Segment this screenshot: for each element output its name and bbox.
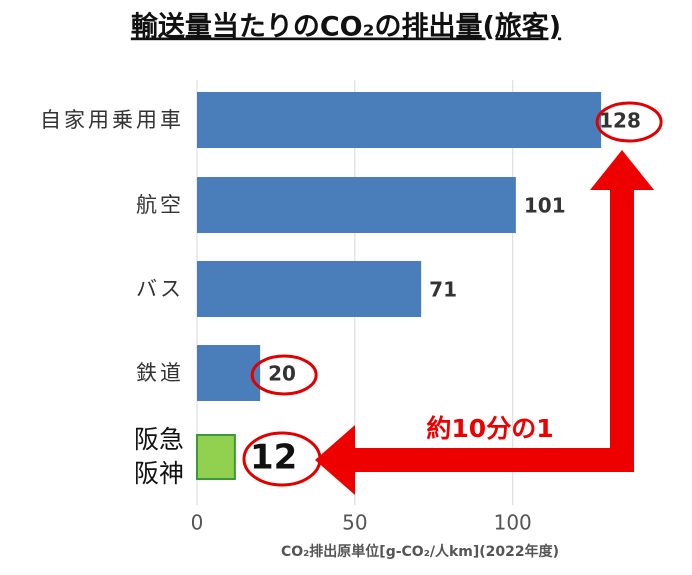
value-label: 128 <box>599 109 641 133</box>
y-tick-label: 航空 <box>136 193 184 217</box>
highlight-circle <box>250 354 318 396</box>
arrow-head <box>315 425 355 495</box>
x-axis-label: CO₂排出原単位[g-CO₂/人km](2022年度) <box>281 543 559 560</box>
value-label: 20 <box>268 362 296 386</box>
y-tick-label: バス <box>136 277 184 301</box>
category-label-box: 航空 <box>136 193 184 217</box>
bar <box>197 345 261 401</box>
category-label-box: 鉄道 <box>136 361 184 385</box>
highlight-circle <box>595 101 663 143</box>
bar <box>197 177 516 233</box>
arrow-shaft <box>610 185 634 472</box>
bar <box>196 434 236 480</box>
x-tick-label: 0 <box>191 511 204 535</box>
bar <box>197 92 602 148</box>
arrows <box>315 150 654 495</box>
annotation: 約10分の1 <box>426 414 553 443</box>
chart-title: 輸送量当たりのCO₂の排出量(旅客) <box>131 11 561 43</box>
category-label-box: 阪急 阪神 <box>133 425 184 488</box>
y-tick-label: 自家用乗用車 <box>40 108 184 132</box>
value-label: 101 <box>524 194 566 218</box>
value-label: 71 <box>429 278 457 302</box>
value-label: 12 <box>250 438 297 478</box>
x-tick-label: 50 <box>342 511 367 535</box>
bar <box>197 261 422 317</box>
category-label-box: バス <box>136 277 184 301</box>
category-label-box: 自家用乗用車 <box>40 108 184 132</box>
x-tick-label: 100 <box>494 511 532 535</box>
y-tick-label: 鉄道 <box>136 361 184 385</box>
arrow-shaft <box>350 448 634 472</box>
arrow-head <box>590 150 654 190</box>
y-tick-label: 阪急 阪神 <box>133 425 184 488</box>
